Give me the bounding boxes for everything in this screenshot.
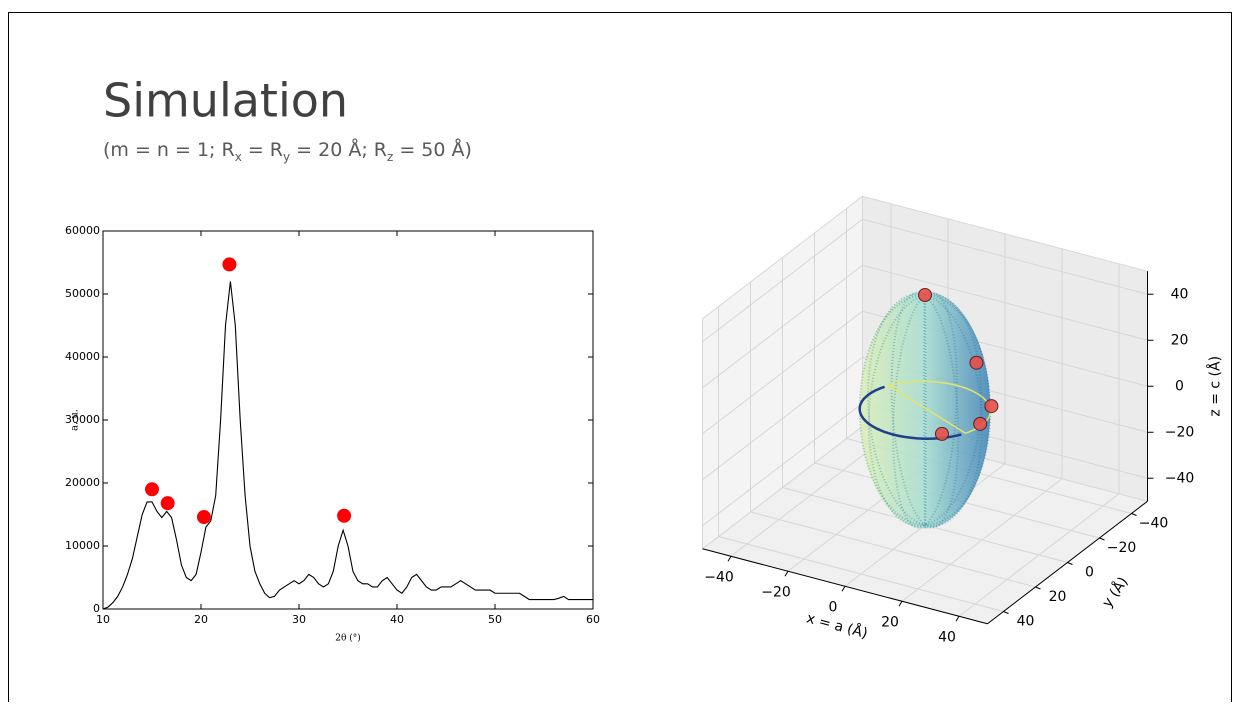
x-tick-label: 0 — [829, 599, 838, 615]
subtitle-part: y — [283, 150, 290, 164]
point-3d — [984, 399, 999, 414]
y-tick-label: 60000 — [65, 224, 100, 237]
y-tick-label: 0 — [1085, 565, 1094, 581]
z-axis-label: z = c (Å) — [1207, 356, 1224, 417]
subtitle-part: = 50 Å) — [393, 138, 472, 161]
y-tick — [1003, 611, 1009, 614]
x-tick — [955, 615, 960, 622]
meridian — [858, 294, 926, 526]
equator-front — [858, 385, 962, 440]
y-tick-label: 20 — [1049, 589, 1067, 605]
y-tick-label: 10000 — [65, 539, 100, 552]
y-tick-label: −40 — [1139, 516, 1169, 532]
x-tick — [841, 585, 846, 592]
grid-line — [702, 356, 863, 481]
meridian — [867, 294, 926, 527]
point-3d — [918, 288, 932, 302]
x-tick-label: −40 — [704, 569, 734, 585]
y-tick — [1099, 537, 1105, 541]
grid-line — [718, 536, 1004, 612]
z-tick-label: 0 — [1175, 378, 1184, 394]
y-axis-label: y (Å) — [1099, 574, 1132, 611]
line-series — [102, 281, 593, 610]
slide-border — [8, 12, 1232, 706]
y-tick — [1131, 513, 1137, 516]
y-tick-label: −20 — [1107, 540, 1137, 556]
x-tick — [784, 570, 789, 577]
y-tick — [1067, 562, 1073, 565]
scatter-point — [196, 510, 211, 525]
y-tick-label: 30000 — [65, 413, 100, 426]
y-tick-label: 50000 — [65, 287, 100, 300]
scatter-point — [145, 482, 159, 497]
y-tick-label: 40000 — [65, 350, 100, 363]
x-tick-label: 10 — [96, 613, 110, 626]
ellipsoid — [859, 291, 991, 529]
grid-line — [702, 402, 863, 527]
x-axis-label: 2θ (°) — [335, 633, 361, 644]
plot-area — [102, 230, 594, 610]
grid-line — [862, 264, 1148, 341]
x-tick-label: 50 — [488, 613, 502, 626]
grid-line — [702, 218, 863, 343]
z-tick-label: −20 — [1165, 424, 1195, 440]
subtitle-part: = R — [242, 139, 283, 161]
grid-line — [750, 511, 1036, 588]
x-tick-label: 60 — [586, 613, 600, 626]
point-3d — [973, 416, 988, 431]
x-tick-label: 20 — [194, 613, 208, 626]
x-tick — [898, 600, 903, 607]
scatter-point — [160, 496, 175, 511]
z-tick-label: 20 — [1171, 332, 1189, 348]
subtitle-part: x — [235, 150, 242, 164]
grid-line — [862, 218, 1148, 295]
grid-line — [702, 264, 863, 389]
y-tick-label: 40 — [1017, 614, 1035, 630]
x-tick-label: 40 — [390, 613, 404, 626]
y-axis-label: a. u. — [70, 409, 81, 431]
x-tick-label: 20 — [881, 614, 899, 630]
x-tick-label: −20 — [761, 584, 791, 600]
point-3d — [969, 355, 984, 370]
subtitle-part: = 20 Å; R — [290, 138, 387, 161]
scatter-point — [337, 508, 352, 523]
y-tick-label: 20000 — [65, 476, 100, 489]
slide-subtitle: (m = n = 1; Rx = Ry = 20 Å; Rz = 50 Å) — [103, 138, 472, 164]
x-axis-line — [702, 548, 988, 625]
y-tick-label: 0 — [93, 602, 100, 615]
x-tick — [727, 555, 732, 562]
z-tick-label: −40 — [1165, 470, 1195, 486]
x-tick-label: 40 — [938, 629, 956, 645]
point-3d — [934, 426, 949, 441]
y-axis-line — [987, 500, 1148, 625]
subtitle-part: z — [387, 150, 393, 164]
x-tick-label: 30 — [292, 613, 306, 626]
grid-line — [702, 310, 863, 435]
slide-title: Simulation — [103, 74, 348, 128]
y-tick — [1035, 586, 1041, 590]
subtitle-part: (m = n = 1; R — [103, 139, 235, 161]
z-tick-label: 40 — [1171, 286, 1189, 302]
scatter-point — [222, 257, 237, 272]
